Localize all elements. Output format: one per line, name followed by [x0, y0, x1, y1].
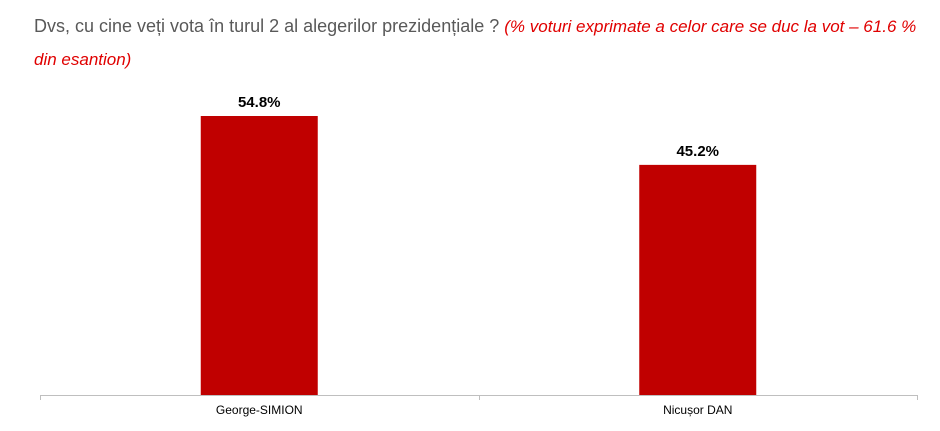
- bar-2: [639, 164, 757, 395]
- chart-subtitle-note: (% voturi exprimate a celor care se duc …: [34, 17, 917, 69]
- bar-1: [200, 116, 318, 395]
- chart-title: Dvs, cu cine veți vota în turul 2 al ale…: [34, 10, 924, 76]
- x-tick-label: Nicușor DAN: [663, 403, 732, 417]
- x-tick-label: George-SIMION: [216, 403, 303, 417]
- bar-value-label: 54.8%: [238, 94, 281, 111]
- bar-value-label: 45.2%: [676, 143, 719, 160]
- chart-title-question: Dvs, cu cine veți vota în turul 2 al ale…: [34, 16, 500, 36]
